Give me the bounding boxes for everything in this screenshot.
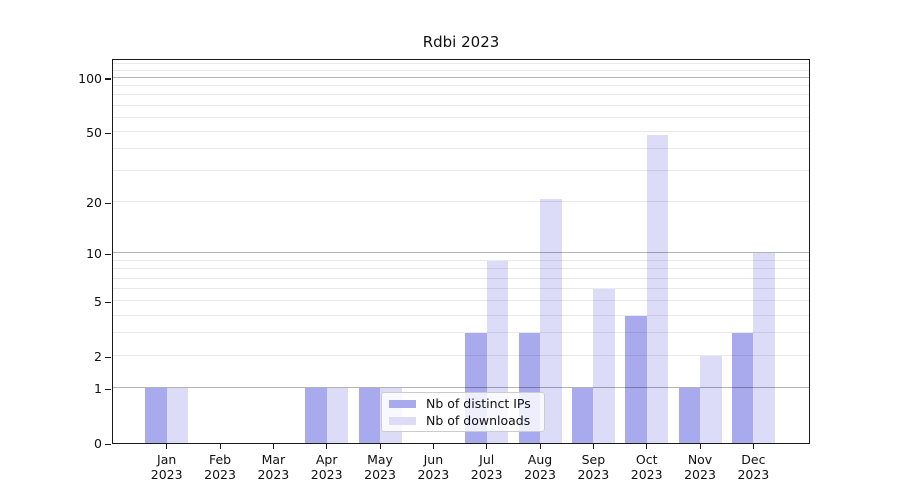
x-tick-label-line: Nov	[687, 452, 713, 467]
legend: Nb of distinct IPs Nb of downloads	[381, 392, 545, 432]
x-tick-mark	[752, 444, 755, 449]
x-tick-mark	[166, 444, 168, 449]
x-tick-label-line: Mar	[261, 452, 286, 467]
y-tick-label: 50	[86, 125, 102, 140]
x-tick-mark	[272, 444, 275, 449]
x-tick-label-line: Aug	[527, 452, 553, 467]
x-tick-label-line: 2023	[204, 467, 236, 482]
chart-title: Rdbi 2023	[422, 33, 500, 51]
x-tick-label-line: 2023	[364, 467, 396, 482]
x-tick-label-line: 2023	[630, 467, 663, 482]
bar-nb-of-distinct-ips	[305, 388, 327, 443]
x-tick-label-line: 2023	[684, 467, 716, 482]
x-tick-label-line: Apr	[315, 452, 338, 467]
y-tick-label: 2	[94, 349, 102, 365]
y-tick-mark	[105, 443, 111, 445]
x-tick-label: Jun 2023	[401, 452, 465, 482]
x-tick-label-line: May	[367, 452, 393, 467]
legend-swatch-downloads	[389, 416, 416, 425]
x-tick-label: Jan 2023	[135, 452, 199, 482]
x-tick-label-line: Dec	[741, 452, 766, 467]
x-tick-label-line: 2023	[470, 467, 503, 482]
legend-entry-distinct-ips: Nb of distinct IPs	[389, 397, 536, 410]
x-tick-label-line: 2023	[577, 467, 610, 482]
y-tick-mark	[105, 78, 111, 80]
x-tick-label: Mar 2023	[241, 452, 305, 482]
legend-entry-downloads: Nb of downloads	[389, 414, 536, 427]
bar-nb-of-distinct-ips	[571, 388, 594, 443]
x-tick-label-line: Sep	[581, 452, 606, 467]
x-tick-label-line: Feb	[208, 452, 232, 467]
bar-nb-of-downloads	[326, 388, 349, 443]
y-tick-label: 1	[94, 381, 102, 397]
y-tick-label: 0	[94, 436, 102, 451]
plot-area	[112, 59, 810, 444]
bar-nb-of-distinct-ips	[358, 388, 381, 443]
bar-nb-of-distinct-ips	[731, 333, 754, 443]
x-tick-label: Nov 2023	[668, 452, 732, 482]
y-tick-mark	[105, 388, 111, 390]
y-tick-label: 5	[94, 294, 102, 310]
x-tick-mark	[486, 444, 488, 449]
x-tick-label: May 2023	[348, 452, 412, 482]
x-tick-mark	[219, 444, 221, 449]
bar-nb-of-downloads	[540, 198, 562, 443]
x-tick-label-line: 2023	[310, 467, 343, 482]
bar-nb-of-distinct-ips	[625, 315, 647, 443]
x-tick-mark	[432, 444, 435, 449]
y-tick-mark	[105, 202, 111, 204]
y-tick-mark	[105, 132, 111, 134]
bars-layer	[113, 60, 809, 443]
legend-label-downloads: Nb of downloads	[426, 413, 531, 428]
legend-swatch-distinct-ips	[389, 399, 416, 408]
x-tick-label: Dec 2023	[721, 452, 785, 482]
bar-nb-of-distinct-ips	[145, 388, 167, 443]
y-tick-mark	[105, 253, 111, 256]
bar-nb-of-downloads	[753, 253, 775, 443]
y-tick-mark	[105, 301, 111, 304]
x-tick-label-line: 2023	[524, 467, 556, 482]
x-tick-label-line: Jan	[157, 452, 177, 467]
x-tick-label: Sep 2023	[561, 452, 625, 482]
x-tick-mark	[539, 444, 541, 449]
bar-nb-of-downloads	[166, 388, 189, 443]
y-tick-label: 100	[78, 70, 102, 86]
bar-nb-of-distinct-ips	[678, 388, 701, 443]
x-tick-label: Aug 2023	[508, 452, 572, 482]
x-tick-label: Feb 2023	[188, 452, 252, 482]
x-tick-mark	[592, 444, 595, 449]
x-tick-mark	[646, 444, 648, 449]
bar-nb-of-downloads	[593, 289, 615, 443]
x-tick-label-line: 2023	[737, 467, 770, 482]
x-tick-mark	[699, 444, 701, 449]
x-tick-mark	[379, 444, 381, 449]
x-tick-label-line: 2023	[257, 467, 290, 482]
x-tick-label: Jul 2023	[455, 452, 519, 482]
x-tick-label: Oct 2023	[615, 452, 679, 482]
y-tick-label: 20	[86, 195, 102, 211]
legend-label-distinct-ips: Nb of distinct IPs	[426, 396, 531, 411]
bar-nb-of-downloads	[646, 135, 669, 443]
x-tick-label-line: Jun	[423, 452, 444, 467]
x-tick-label-line: Jul	[479, 452, 495, 467]
x-tick-label-line: Oct	[635, 452, 658, 467]
bar-nb-of-downloads	[700, 356, 722, 443]
x-tick-label: Apr 2023	[295, 452, 359, 482]
x-tick-label-line: 2023	[150, 467, 183, 482]
x-tick-mark	[326, 444, 328, 449]
y-tick-mark	[105, 356, 111, 358]
y-tick-label: 10	[86, 246, 102, 262]
x-tick-label-line: 2023	[417, 467, 450, 482]
